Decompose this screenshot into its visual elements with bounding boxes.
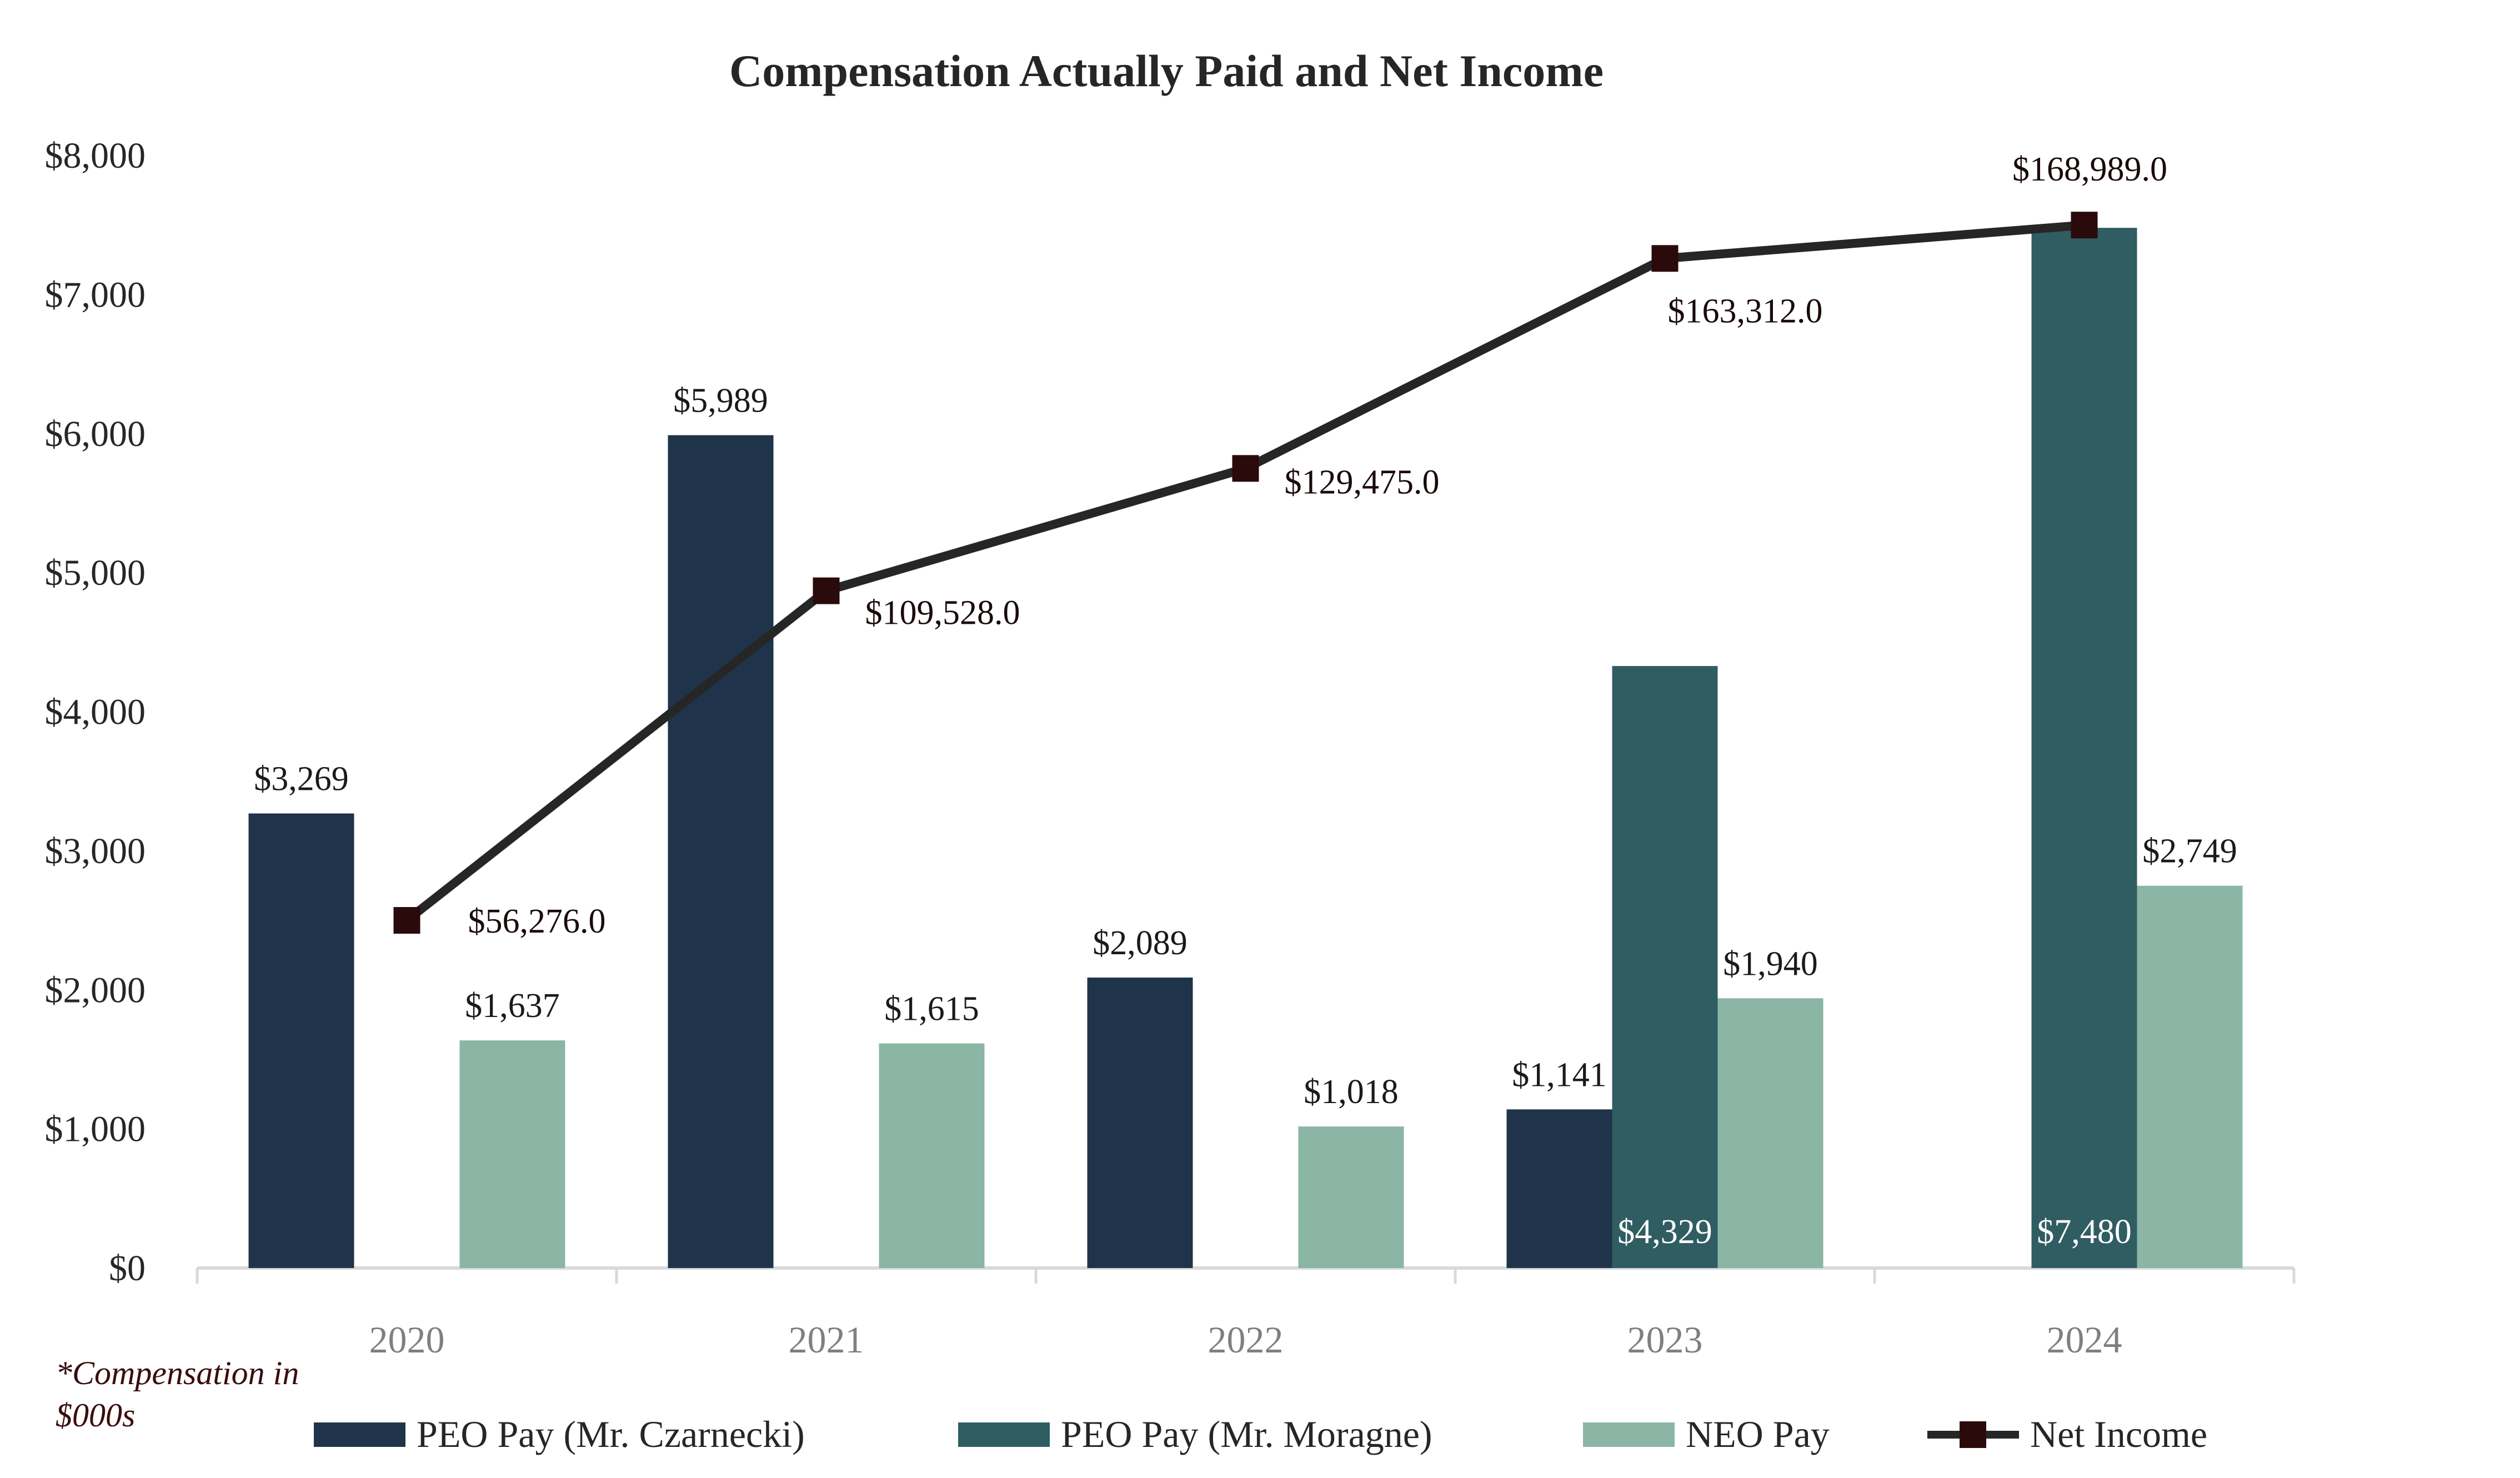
legend: PEO Pay (Mr. Czarnecki) PEO Pay (Mr. Mora… bbox=[314, 1413, 2207, 1455]
bar-data-label: $2,749 bbox=[2142, 833, 2237, 870]
net-income-line-layer: $56,276.0 $109,528.0 $129,475.0 $163,312.0 $… bbox=[393, 151, 2167, 940]
bar-peo-czarnecki bbox=[1506, 1109, 1612, 1268]
bar-neo-pay bbox=[2137, 885, 2243, 1268]
compensation-note-units: $000s bbox=[56, 1397, 135, 1434]
chart-title: Compensation Actually Paid and Net Incom… bbox=[729, 46, 1604, 96]
y-tick-label: $4,000 bbox=[45, 692, 146, 733]
net-income-data-label: $129,475.0 bbox=[1285, 463, 1440, 501]
bar-data-label: $2,089 bbox=[1093, 924, 1188, 962]
bar-neo-pay bbox=[1717, 998, 1823, 1268]
x-tick-label: 2021 bbox=[789, 1319, 864, 1361]
bar-peo-moragne bbox=[2031, 228, 2137, 1268]
legend-swatch bbox=[314, 1422, 405, 1447]
legend-label: NEO Pay bbox=[1686, 1413, 1830, 1455]
net-income-data-label: $163,312.0 bbox=[1668, 292, 1823, 330]
net-income-marker bbox=[1651, 245, 1679, 272]
bar-peo-czarnecki bbox=[1087, 977, 1193, 1268]
bar-peo-czarnecki bbox=[668, 435, 774, 1268]
bar-peo-czarnecki bbox=[248, 813, 354, 1268]
bar-data-label: $4,329 bbox=[1617, 1213, 1712, 1251]
net-income-line bbox=[404, 221, 2085, 924]
bar-data-label: $5,989 bbox=[673, 382, 768, 420]
legend-label: PEO Pay (Mr. Czarnecki) bbox=[417, 1413, 805, 1455]
bar-neo-pay bbox=[1298, 1126, 1404, 1268]
y-tick-label: $1,000 bbox=[45, 1109, 146, 1150]
bar-neo-pay bbox=[459, 1040, 565, 1268]
x-tick-label: 2024 bbox=[2047, 1319, 2122, 1361]
bar-data-label: $1,940 bbox=[1723, 945, 1818, 983]
x-tick-label: 2020 bbox=[369, 1319, 445, 1361]
bars-layer bbox=[248, 228, 2243, 1268]
bar-data-label: $1,141 bbox=[1512, 1056, 1607, 1094]
bar-neo-pay bbox=[879, 1043, 985, 1268]
y-tick-label: $5,000 bbox=[45, 553, 146, 593]
bar-data-label: $1,637 bbox=[465, 987, 560, 1025]
bar-data-label: $1,615 bbox=[884, 990, 979, 1028]
compensation-note: *Compensation in bbox=[56, 1355, 299, 1391]
legend-label: PEO Pay (Mr. Moragne) bbox=[1061, 1413, 1432, 1455]
y-axis: $0 $1,000 $2,000 $3,000 $4,000 $5,000 $6,000 $7… bbox=[45, 136, 146, 1289]
bar-data-label: $1,018 bbox=[1304, 1073, 1399, 1111]
net-income-marker bbox=[813, 577, 840, 604]
y-tick-label: $7,000 bbox=[45, 274, 146, 315]
legend-swatch bbox=[958, 1422, 1050, 1447]
x-axis: 2020 2021 2022 2023 2024 bbox=[196, 1266, 2296, 1361]
y-tick-label: $0 bbox=[109, 1248, 146, 1289]
net-income-marker bbox=[1232, 455, 1259, 482]
x-tick-label: 2023 bbox=[1627, 1319, 1703, 1361]
net-income-data-label: $56,276.0 bbox=[468, 903, 606, 940]
y-tick-label: $8,000 bbox=[45, 136, 146, 176]
y-tick-label: $3,000 bbox=[45, 831, 146, 871]
x-tick-label: 2022 bbox=[1208, 1319, 1284, 1361]
bar-data-label: $3,269 bbox=[254, 760, 349, 798]
net-income-data-label: $109,528.0 bbox=[865, 594, 1020, 632]
net-income-marker bbox=[393, 907, 420, 934]
bar-peo-moragne bbox=[1612, 666, 1718, 1268]
legend-marker bbox=[1960, 1421, 1986, 1448]
bar-data-label: $7,480 bbox=[2037, 1213, 2132, 1251]
y-tick-label: $6,000 bbox=[45, 414, 146, 454]
net-income-data-label: $168,989.0 bbox=[2012, 151, 2167, 188]
legend-label: Net Income bbox=[2030, 1413, 2207, 1455]
legend-swatch bbox=[1583, 1422, 1675, 1447]
bar-labels-layer: $3,269 $5,989 $2,089 $1,141 $4,329 $7,480 $1,6… bbox=[254, 382, 2237, 1251]
y-tick-label: $2,000 bbox=[45, 970, 146, 1010]
net-income-marker bbox=[2071, 212, 2098, 239]
